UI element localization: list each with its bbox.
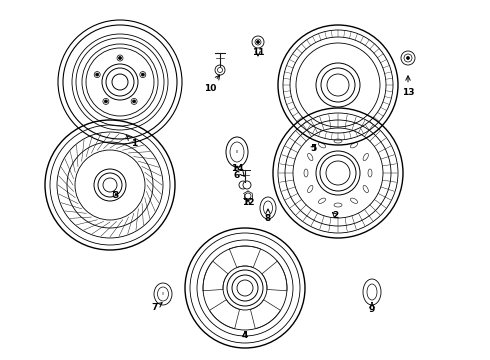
Circle shape [245, 193, 251, 199]
Circle shape [141, 73, 145, 76]
Circle shape [215, 65, 225, 75]
Text: III: III [235, 150, 239, 154]
Text: 6: 6 [234, 166, 240, 180]
Text: 8: 8 [265, 209, 271, 222]
Text: 2: 2 [332, 211, 338, 220]
Text: 10: 10 [204, 75, 220, 93]
Circle shape [96, 73, 98, 76]
Circle shape [133, 100, 136, 103]
Circle shape [117, 55, 123, 61]
Text: 13: 13 [402, 76, 414, 96]
Text: 5: 5 [310, 144, 316, 153]
Circle shape [255, 39, 261, 45]
Circle shape [94, 72, 100, 78]
Circle shape [119, 57, 122, 59]
Ellipse shape [157, 287, 169, 301]
Text: 9: 9 [369, 303, 375, 315]
Text: 14: 14 [231, 163, 245, 176]
Circle shape [256, 41, 260, 44]
Text: 3: 3 [112, 190, 118, 199]
Text: 11: 11 [252, 48, 264, 57]
Circle shape [243, 181, 251, 189]
Circle shape [404, 54, 412, 62]
Circle shape [239, 181, 247, 189]
Ellipse shape [154, 283, 172, 305]
Text: 12: 12 [242, 198, 254, 207]
Circle shape [104, 100, 107, 103]
Ellipse shape [363, 279, 381, 305]
Ellipse shape [230, 142, 244, 162]
Circle shape [401, 51, 415, 65]
Circle shape [218, 68, 222, 72]
Ellipse shape [260, 197, 276, 219]
Ellipse shape [264, 201, 272, 215]
Text: III: III [162, 292, 165, 296]
Circle shape [252, 36, 264, 48]
Ellipse shape [226, 137, 248, 167]
Text: 4: 4 [242, 330, 248, 339]
Text: 7: 7 [152, 303, 162, 312]
Circle shape [140, 72, 146, 78]
Circle shape [407, 57, 410, 59]
Text: 1: 1 [126, 135, 137, 148]
Circle shape [131, 98, 137, 104]
Circle shape [103, 98, 109, 104]
Ellipse shape [367, 284, 377, 300]
